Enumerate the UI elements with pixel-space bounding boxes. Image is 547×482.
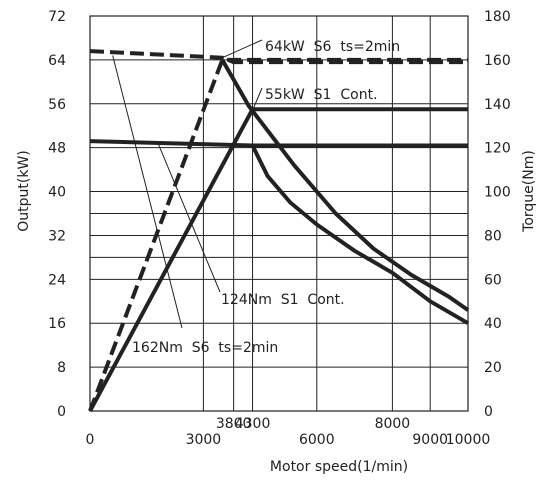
annotation-162nm-s6: 162Nm S6 ts=2min [132, 340, 278, 356]
y-tick-right-label: 60 [484, 272, 502, 288]
y-axis-right-label: Torque(Nm) [521, 150, 537, 233]
y-tick-left-label: 32 [48, 228, 66, 244]
y-tick-left-label: 24 [48, 272, 66, 288]
annotation-leader-line [157, 143, 221, 293]
series-lines [88, 49, 470, 412]
x-tick-label: 3000 [186, 432, 222, 448]
y-tick-left-label: 40 [48, 185, 66, 201]
y-tick-right-label: 40 [484, 316, 502, 332]
annotation-55kw-s1: 55kW S1 Cont. [265, 87, 378, 103]
series-line-3 [220, 58, 470, 312]
annotation-leader-line [112, 55, 183, 329]
y-tick-right-label: 160 [484, 53, 511, 69]
x-tick-label: 0 [86, 432, 95, 448]
series-line-5 [250, 144, 470, 325]
y-tick-left-label: 72 [48, 9, 66, 25]
y-tick-right-label: 100 [484, 185, 511, 201]
series-line-0 [88, 57, 468, 412]
y-tick-right-label: 180 [484, 9, 511, 25]
annotation-124nm-s1: 124Nm S1 Cont. [221, 292, 345, 308]
annotation-leader-line [222, 39, 263, 59]
plot-frame [89, 15, 469, 412]
y-tick-right-label: 0 [484, 404, 493, 420]
x-tick-upper-label: 4300 [235, 416, 271, 432]
x-tick-upper-label: 3800 [216, 416, 252, 432]
x-tick-label: 10000 [446, 432, 491, 448]
y-tick-right-label: 120 [484, 141, 511, 157]
annotation-64kw-s6: 64kW S6 ts=2min [265, 39, 400, 55]
y-tick-right-label: 140 [484, 97, 511, 113]
y-tick-right-label: 20 [484, 360, 502, 376]
y-tick-left-label: 64 [48, 53, 66, 69]
x-tick-label: 6000 [299, 432, 335, 448]
x-tick-upper-label: 8000 [375, 416, 411, 432]
series-line-2 [89, 49, 468, 65]
y-tick-left-label: 56 [48, 97, 66, 113]
annotation-leader-line [252, 87, 263, 111]
x-axis-label: Motor speed(1/min) [270, 459, 408, 475]
y-tick-left-label: 8 [57, 360, 66, 376]
y-axis-left-label: Output(kW) [16, 150, 32, 232]
y-tick-left-label: 48 [48, 141, 66, 157]
annotation-leaders [112, 39, 263, 329]
y-tick-right-label: 80 [484, 228, 502, 244]
y-tick-left-label: 16 [48, 316, 66, 332]
x-tick-label: 9000 [412, 432, 448, 448]
y-tick-left-label: 0 [57, 404, 66, 420]
tick-labels: 0 8 16 24 32 40 48 56 64 72 0 20 40 60 80 100 120 140 160 1… [48, 9, 511, 448]
